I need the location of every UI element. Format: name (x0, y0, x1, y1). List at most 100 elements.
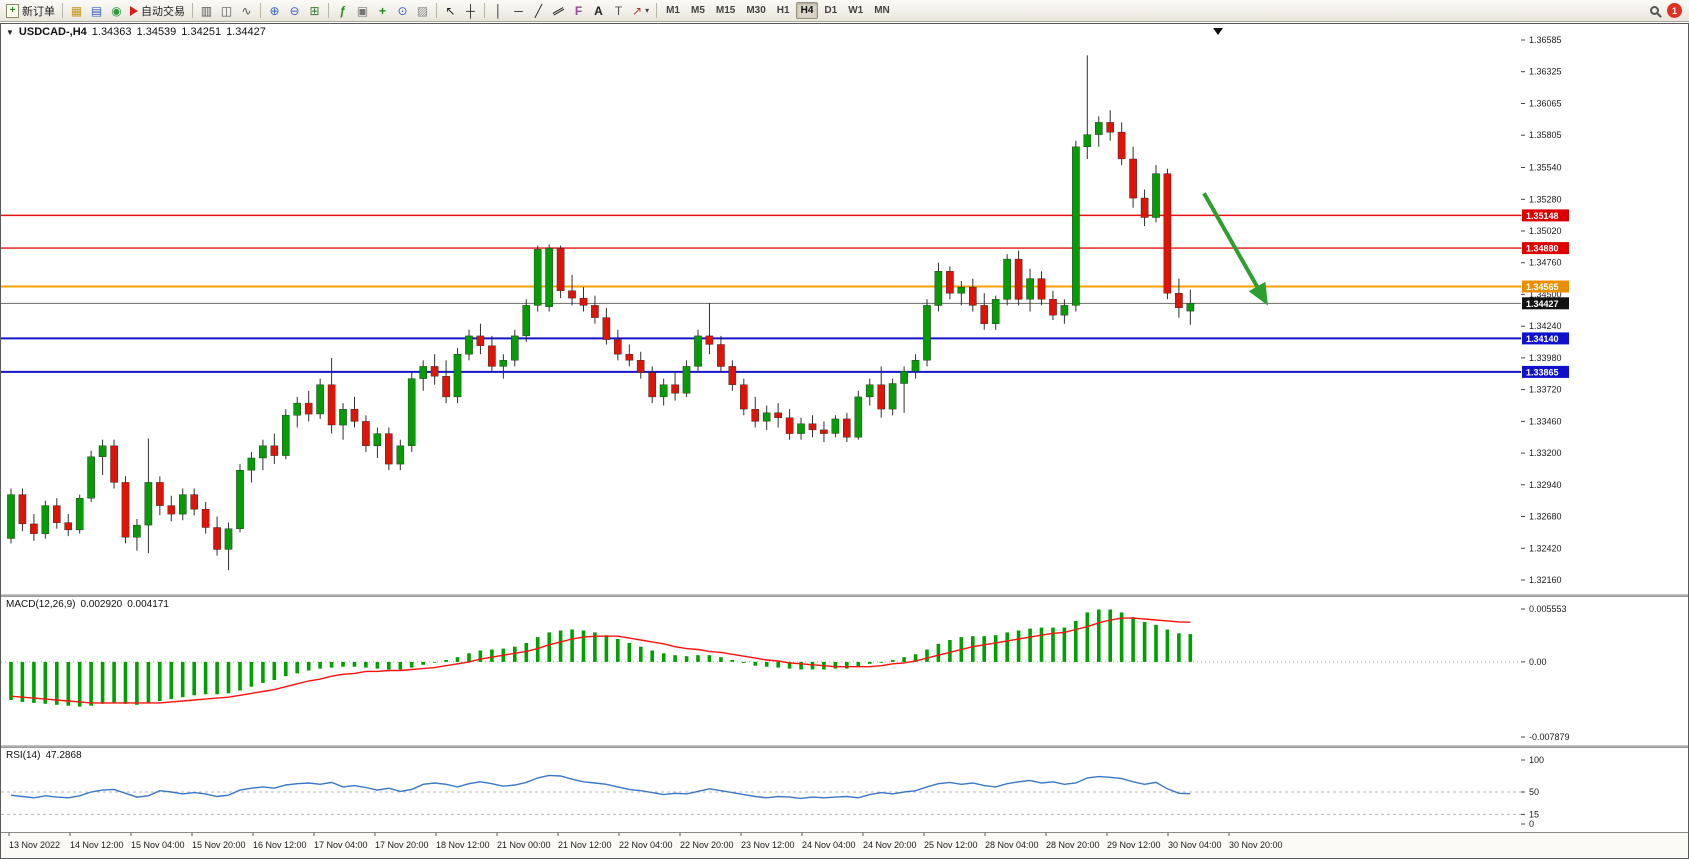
timeframe-m30-button[interactable]: M30 (746, 5, 766, 16)
chart-menu-icon[interactable]: ▼ (6, 27, 14, 37)
main-toolbar: + 新订单 ▦ ▤ ◉ 自动交易 ▥ ◫ ∿ ⊕ ⊖ ⊞ ƒ ▣ + ⊙ ▨ ↖… (0, 0, 1689, 22)
timeframe-m5-button[interactable]: M5 (690, 5, 705, 16)
arrows-tool-button[interactable]: ↗ ▾ (629, 1, 652, 20)
svg-text:13 Nov 2022: 13 Nov 2022 (9, 840, 60, 850)
crosshair-icon: ┼ (466, 3, 475, 18)
autotrading-label: 自动交易 (141, 5, 185, 18)
label-button[interactable]: T (609, 1, 628, 20)
timeframe-h1-button[interactable]: H1 (776, 5, 790, 16)
svg-text:1.32940: 1.32940 (1529, 480, 1562, 490)
svg-text:1.33200: 1.33200 (1529, 448, 1562, 458)
svg-text:18 Nov 12:00: 18 Nov 12:00 (436, 840, 490, 850)
templates-icon: ▨ (416, 3, 429, 18)
channel-icon: ∥ (550, 4, 567, 17)
chart-symbol-header: ▼ USDCAD-,H4 1.34363 1.34539 1.34251 1.3… (6, 26, 266, 38)
market-watch-button[interactable]: ▤ (87, 1, 106, 20)
svg-text:1.35540: 1.35540 (1529, 163, 1562, 173)
navigator-icon: ◉ (111, 3, 122, 18)
horizontal-line-button[interactable]: ─ (509, 1, 528, 20)
svg-text:1.32420: 1.32420 (1529, 543, 1562, 553)
timeframe-m15-button[interactable]: M15 (715, 5, 736, 16)
symbol-title: USDCAD-,H4 (18, 26, 87, 38)
indicators-list-button[interactable]: ƒ (333, 1, 352, 20)
svg-text:1.34427: 1.34427 (1526, 299, 1559, 309)
price-chart-panel[interactable]: ▼ USDCAD-,H4 1.34363 1.34539 1.34251 1.3… (1, 24, 1688, 594)
svg-text:1.36065: 1.36065 (1529, 99, 1562, 109)
fibonacci-button[interactable]: F (569, 1, 588, 20)
timeframe-mn-button[interactable]: MN (874, 5, 890, 16)
zoom-in-button[interactable]: ⊕ (265, 1, 284, 20)
toolbar-separator (328, 3, 329, 18)
line-chart-button[interactable]: ∿ (237, 1, 256, 20)
svg-text:17 Nov 04:00: 17 Nov 04:00 (314, 840, 368, 850)
new-order-button[interactable]: + 新订单 (3, 1, 58, 20)
svg-text:30 Nov 20:00: 30 Nov 20:00 (1229, 840, 1283, 850)
timeframe-h4-button[interactable]: H4 (795, 2, 819, 19)
rsi-chart-canvas[interactable]: 100 50 150 (1, 748, 1689, 832)
toolbar-separator (192, 3, 193, 18)
new-order-label: 新订单 (22, 5, 55, 18)
search-icon[interactable] (1650, 6, 1659, 15)
objects-list-button[interactable]: ▣ (353, 1, 372, 20)
chart-window: ▼ USDCAD-,H4 1.34363 1.34539 1.34251 1.3… (0, 23, 1689, 859)
svg-text:0: 0 (1529, 819, 1534, 829)
svg-text:17 Nov 20:00: 17 Nov 20:00 (375, 840, 429, 850)
new-chart-button[interactable]: + (373, 1, 392, 20)
svg-text:1.36325: 1.36325 (1529, 67, 1562, 77)
charts-icon: ▦ (70, 3, 83, 18)
bar-chart-icon: ▥ (200, 3, 213, 18)
svg-text:21 Nov 12:00: 21 Nov 12:00 (558, 840, 612, 850)
autotrading-button[interactable]: 自动交易 (127, 1, 188, 20)
timeframe-w1-button[interactable]: W1 (848, 5, 864, 16)
svg-text:16 Nov 12:00: 16 Nov 12:00 (253, 840, 307, 850)
svg-text:25 Nov 12:00: 25 Nov 12:00 (924, 840, 978, 850)
macd-chart-canvas[interactable]: 0.005553 0.00 -0.007879 (1, 597, 1689, 745)
templates-button[interactable]: ▨ (413, 1, 432, 20)
svg-text:15: 15 (1529, 809, 1539, 819)
svg-text:0.005553: 0.005553 (1529, 604, 1567, 614)
line-chart-icon: ∿ (241, 3, 252, 18)
tile-windows-button[interactable]: ⊞ (305, 1, 324, 20)
candlestick-chart-button[interactable]: ◫ (217, 1, 236, 20)
zoom-out-button[interactable]: ⊖ (285, 1, 304, 20)
svg-text:1.32160: 1.32160 (1529, 575, 1562, 585)
ohlc-high: 1.34539 (136, 26, 177, 38)
notification-badge[interactable]: 1 (1667, 3, 1682, 18)
trendline-button[interactable]: ╱ (529, 1, 548, 20)
svg-text:1.34140: 1.34140 (1526, 334, 1559, 344)
macd-panel[interactable]: MACD(12,26,9) 0.002920 0.004171 0.005553… (1, 597, 1688, 745)
channel-button[interactable]: ∥ (549, 1, 568, 20)
toolbar-separator (436, 3, 437, 18)
svg-text:28 Nov 04:00: 28 Nov 04:00 (985, 840, 1039, 850)
svg-text:14 Nov 12:00: 14 Nov 12:00 (70, 840, 124, 850)
crosshair-button[interactable]: ┼ (461, 1, 480, 20)
chevron-down-icon: ▾ (645, 5, 650, 15)
charts-button[interactable]: ▦ (67, 1, 86, 20)
toolbar-separator (656, 3, 658, 18)
svg-text:15 Nov 04:00: 15 Nov 04:00 (131, 840, 185, 850)
panel-divider[interactable] (1, 594, 1688, 597)
timeframe-m1-button[interactable]: M1 (666, 5, 680, 16)
autotrading-icon (130, 5, 138, 16)
cursor-icon: ↖ (445, 3, 456, 18)
time-axis[interactable]: 13 Nov 2022 14 Nov 12:00 15 Nov 04:00 15 No… (1, 832, 1688, 858)
horizontal-line-icon: ─ (514, 3, 523, 18)
time-axis-canvas: 13 Nov 2022 14 Nov 12:00 15 Nov 04:00 15 No… (8, 833, 1283, 850)
ohlc-low: 1.34251 (181, 26, 222, 38)
cursor-button[interactable]: ↖ (441, 1, 460, 20)
bar-chart-button[interactable]: ▥ (197, 1, 216, 20)
vertical-line-button[interactable]: │ (489, 1, 508, 20)
rsi-panel[interactable]: RSI(14) 47.2868 100 50 15 0 (1, 748, 1688, 832)
svg-text:1.34240: 1.34240 (1529, 321, 1562, 331)
timeframe-d1-button[interactable]: D1 (824, 5, 838, 16)
navigator-button[interactable]: ◉ (107, 1, 126, 20)
candlestick-chart-canvas[interactable]: 1.36585 1.36325 1.36065 1.35805 1.35540 1.352… (1, 24, 1689, 594)
svg-text:15 Nov 20:00: 15 Nov 20:00 (192, 840, 246, 850)
periods-button[interactable]: ⊙ (393, 1, 412, 20)
text-button[interactable]: A (589, 1, 608, 20)
rsi-header: RSI(14) 47.2868 (6, 750, 82, 761)
panel-divider[interactable] (1, 745, 1688, 748)
svg-text:1.35020: 1.35020 (1529, 226, 1562, 236)
svg-text:1.34760: 1.34760 (1529, 258, 1562, 268)
svg-text:1.35805: 1.35805 (1529, 130, 1562, 140)
